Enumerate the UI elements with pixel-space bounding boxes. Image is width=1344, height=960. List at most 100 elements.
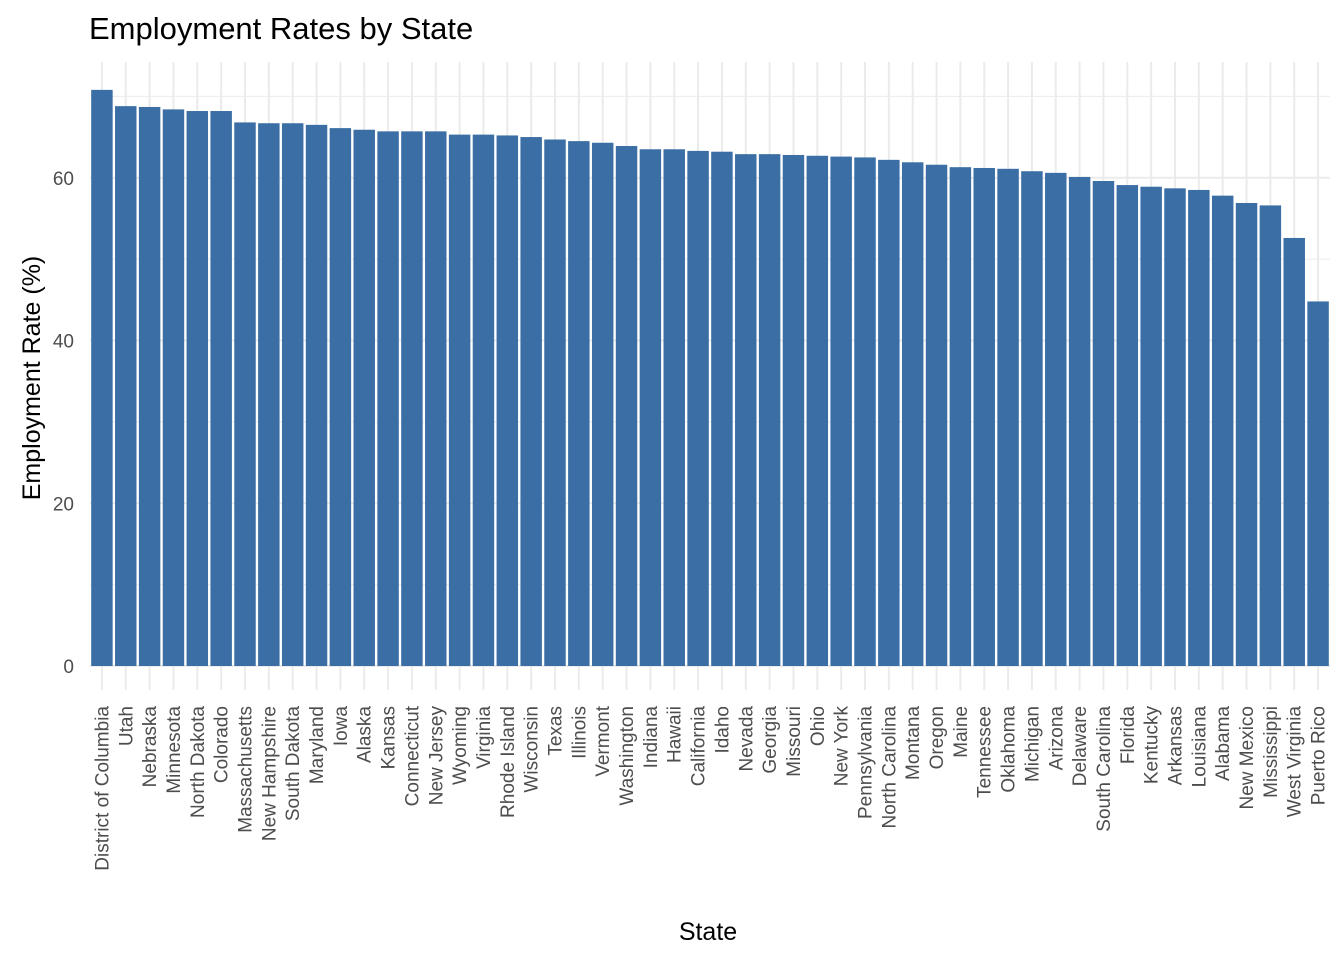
x-tick-label: Delaware — [1070, 706, 1091, 786]
bar — [496, 135, 519, 666]
x-tick-label: South Dakota — [283, 706, 304, 822]
x-tick-label: Maryland — [307, 706, 328, 784]
x-tick-label: South Carolina — [1094, 706, 1115, 832]
x-tick-label: Illinois — [569, 706, 590, 759]
x-tick-label: Kentucky — [1142, 706, 1163, 785]
bar — [1307, 301, 1329, 666]
bar — [973, 167, 995, 667]
bar — [949, 167, 972, 666]
x-tick-labels: District of Columbia Utah Nebraska Minnesot… — [92, 705, 1329, 870]
x-tick-label: North Dakota — [188, 706, 209, 818]
y-tick-labels: 0 20 40 60 — [53, 169, 74, 678]
bar — [281, 123, 304, 666]
bar — [162, 109, 185, 666]
x-tick-label: Florida — [1118, 706, 1139, 765]
bar — [901, 162, 924, 666]
bar — [687, 150, 709, 667]
x-tick-label: Montana — [903, 706, 924, 780]
bar — [639, 149, 662, 667]
x-tick-label: Connecticut — [402, 705, 423, 806]
x-tick-label: Idaho — [712, 706, 733, 754]
bar — [925, 164, 948, 667]
x-tick-label: California — [689, 706, 710, 787]
x-tick-label: Mississippi — [1261, 706, 1282, 798]
x-tick-label: Arkansas — [1166, 706, 1187, 785]
x-axis-title: State — [679, 918, 737, 946]
bar — [711, 151, 733, 666]
y-axis-title: Employment Rate (%) — [18, 256, 46, 501]
bar — [615, 146, 638, 667]
bar — [1211, 195, 1234, 666]
bar — [425, 131, 447, 666]
bar — [115, 106, 137, 666]
bar — [186, 111, 209, 666]
bar — [258, 123, 280, 666]
bar — [1235, 202, 1258, 666]
bar — [878, 159, 900, 666]
bar — [568, 141, 590, 667]
bar — [591, 142, 614, 667]
bar — [353, 129, 375, 666]
bar — [735, 154, 757, 666]
bar — [329, 128, 352, 666]
x-tick-label: Nevada — [736, 706, 757, 772]
bar — [377, 131, 399, 666]
bar — [234, 122, 256, 667]
x-tick-label: District of Columbia — [92, 706, 113, 871]
bar — [305, 124, 328, 666]
x-tick-label: Alaska — [355, 706, 376, 763]
bar — [1283, 237, 1305, 666]
bar — [210, 111, 232, 666]
x-tick-label: New York — [832, 706, 853, 787]
x-tick-label: New Jersey — [426, 706, 447, 806]
x-tick-label: North Carolina — [879, 706, 900, 829]
bar — [544, 139, 566, 666]
x-tick-label: Wyoming — [450, 706, 471, 785]
x-tick-label: Massachusetts — [236, 706, 257, 833]
bar — [91, 89, 113, 667]
x-tick-label: New Hampshire — [259, 706, 280, 841]
x-tick-label: Iowa — [331, 706, 352, 747]
x-tick-label: Tennessee — [975, 706, 996, 798]
x-tick-label: Indiana — [641, 706, 662, 769]
bar — [401, 131, 423, 666]
bar — [663, 149, 685, 667]
x-tick-label: Washington — [617, 706, 638, 806]
x-tick-label: Georgia — [760, 706, 781, 774]
x-tick-label: Missouri — [784, 706, 805, 777]
bar — [1188, 189, 1210, 667]
bar — [854, 157, 876, 666]
x-tick-label: Puerto Rico — [1309, 706, 1330, 805]
x-tick-label: Colorado — [212, 706, 233, 783]
x-tick-label: Kansas — [379, 706, 400, 769]
x-tick-label: Wisconsin — [522, 706, 543, 793]
x-tick-label: Hawaii — [665, 706, 686, 763]
x-tick-label: Nebraska — [140, 706, 161, 788]
bar — [1116, 185, 1139, 667]
bar — [806, 155, 829, 666]
x-tick-label: Minnesota — [164, 706, 185, 794]
y-tick-label: 60 — [53, 169, 74, 190]
bar — [830, 156, 852, 666]
x-tick-label: Utah — [116, 706, 137, 746]
bar — [1021, 171, 1043, 667]
chart-title: Employment Rates by State — [89, 11, 473, 46]
bar — [782, 154, 805, 666]
x-tick-label: Vermont — [593, 705, 614, 776]
bar — [758, 154, 781, 666]
x-tick-label: Texas — [546, 706, 567, 756]
x-tick-label: Rhode Island — [498, 706, 519, 818]
x-tick-label: Oklahoma — [999, 706, 1020, 793]
x-tick-label: West Virginia — [1285, 706, 1306, 818]
y-tick-label: 0 — [63, 657, 74, 678]
x-tick-label: Louisiana — [1189, 706, 1210, 788]
bar — [520, 137, 542, 666]
bar — [138, 106, 161, 667]
bars — [91, 89, 1329, 667]
y-tick-label: 20 — [53, 494, 74, 515]
x-tick-label: Alabama — [1213, 706, 1234, 781]
bar — [997, 168, 1019, 666]
bar — [1068, 176, 1091, 666]
bar — [1140, 186, 1162, 667]
